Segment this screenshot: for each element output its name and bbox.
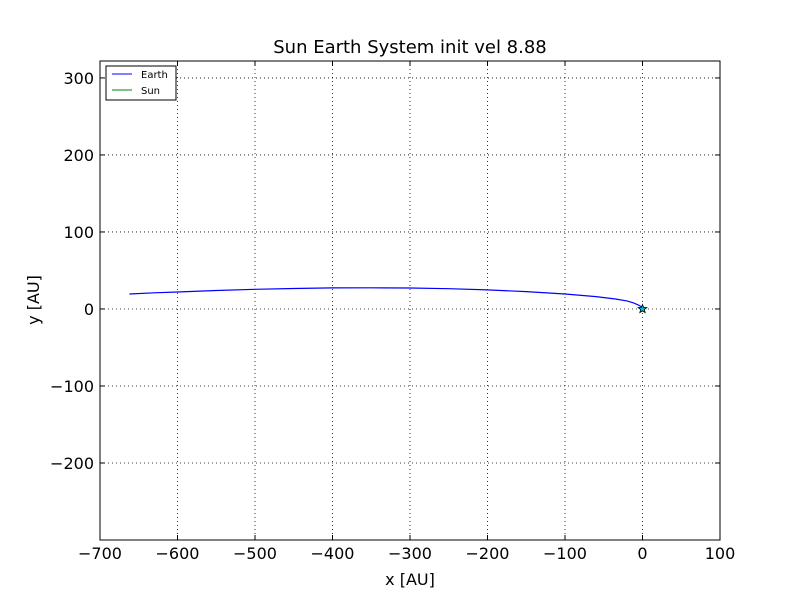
x-tick-label: −200 <box>466 544 510 563</box>
x-tick-label: −100 <box>543 544 587 563</box>
y-tick-label: 300 <box>63 69 94 88</box>
y-tick-label: 200 <box>63 146 94 165</box>
y-tick-label: −200 <box>50 454 94 473</box>
x-tick-label: 100 <box>705 544 736 563</box>
x-tick-label: 0 <box>637 544 647 563</box>
y-tick-label: 100 <box>63 223 94 242</box>
series-line-earth <box>129 287 643 308</box>
legend-label-earth: Earth <box>141 70 168 81</box>
x-tick-label: −300 <box>388 544 432 563</box>
x-axis-label: x [AU] <box>385 570 435 589</box>
y-tick-label: −100 <box>50 377 94 396</box>
x-tick-label: −700 <box>78 544 122 563</box>
y-tick-label: 0 <box>84 300 94 319</box>
y-axis-label: y [AU] <box>24 275 43 325</box>
legend-box <box>105 65 177 101</box>
legend-label-sun: Sun <box>141 86 160 97</box>
x-tick-label: −600 <box>156 544 200 563</box>
axis-ticks: −700 −600 −500 −400 −300 −200 −100 0 100 −200 −100… <box>50 61 735 563</box>
chart-title: Sun Earth System init vel 8.88 <box>273 37 547 58</box>
x-tick-label: −500 <box>233 544 277 563</box>
x-tick-label: −400 <box>311 544 355 563</box>
plot-series <box>129 287 648 314</box>
grid <box>100 61 720 540</box>
legend: Earth Sun <box>105 65 177 101</box>
sun-star-marker <box>637 303 648 314</box>
